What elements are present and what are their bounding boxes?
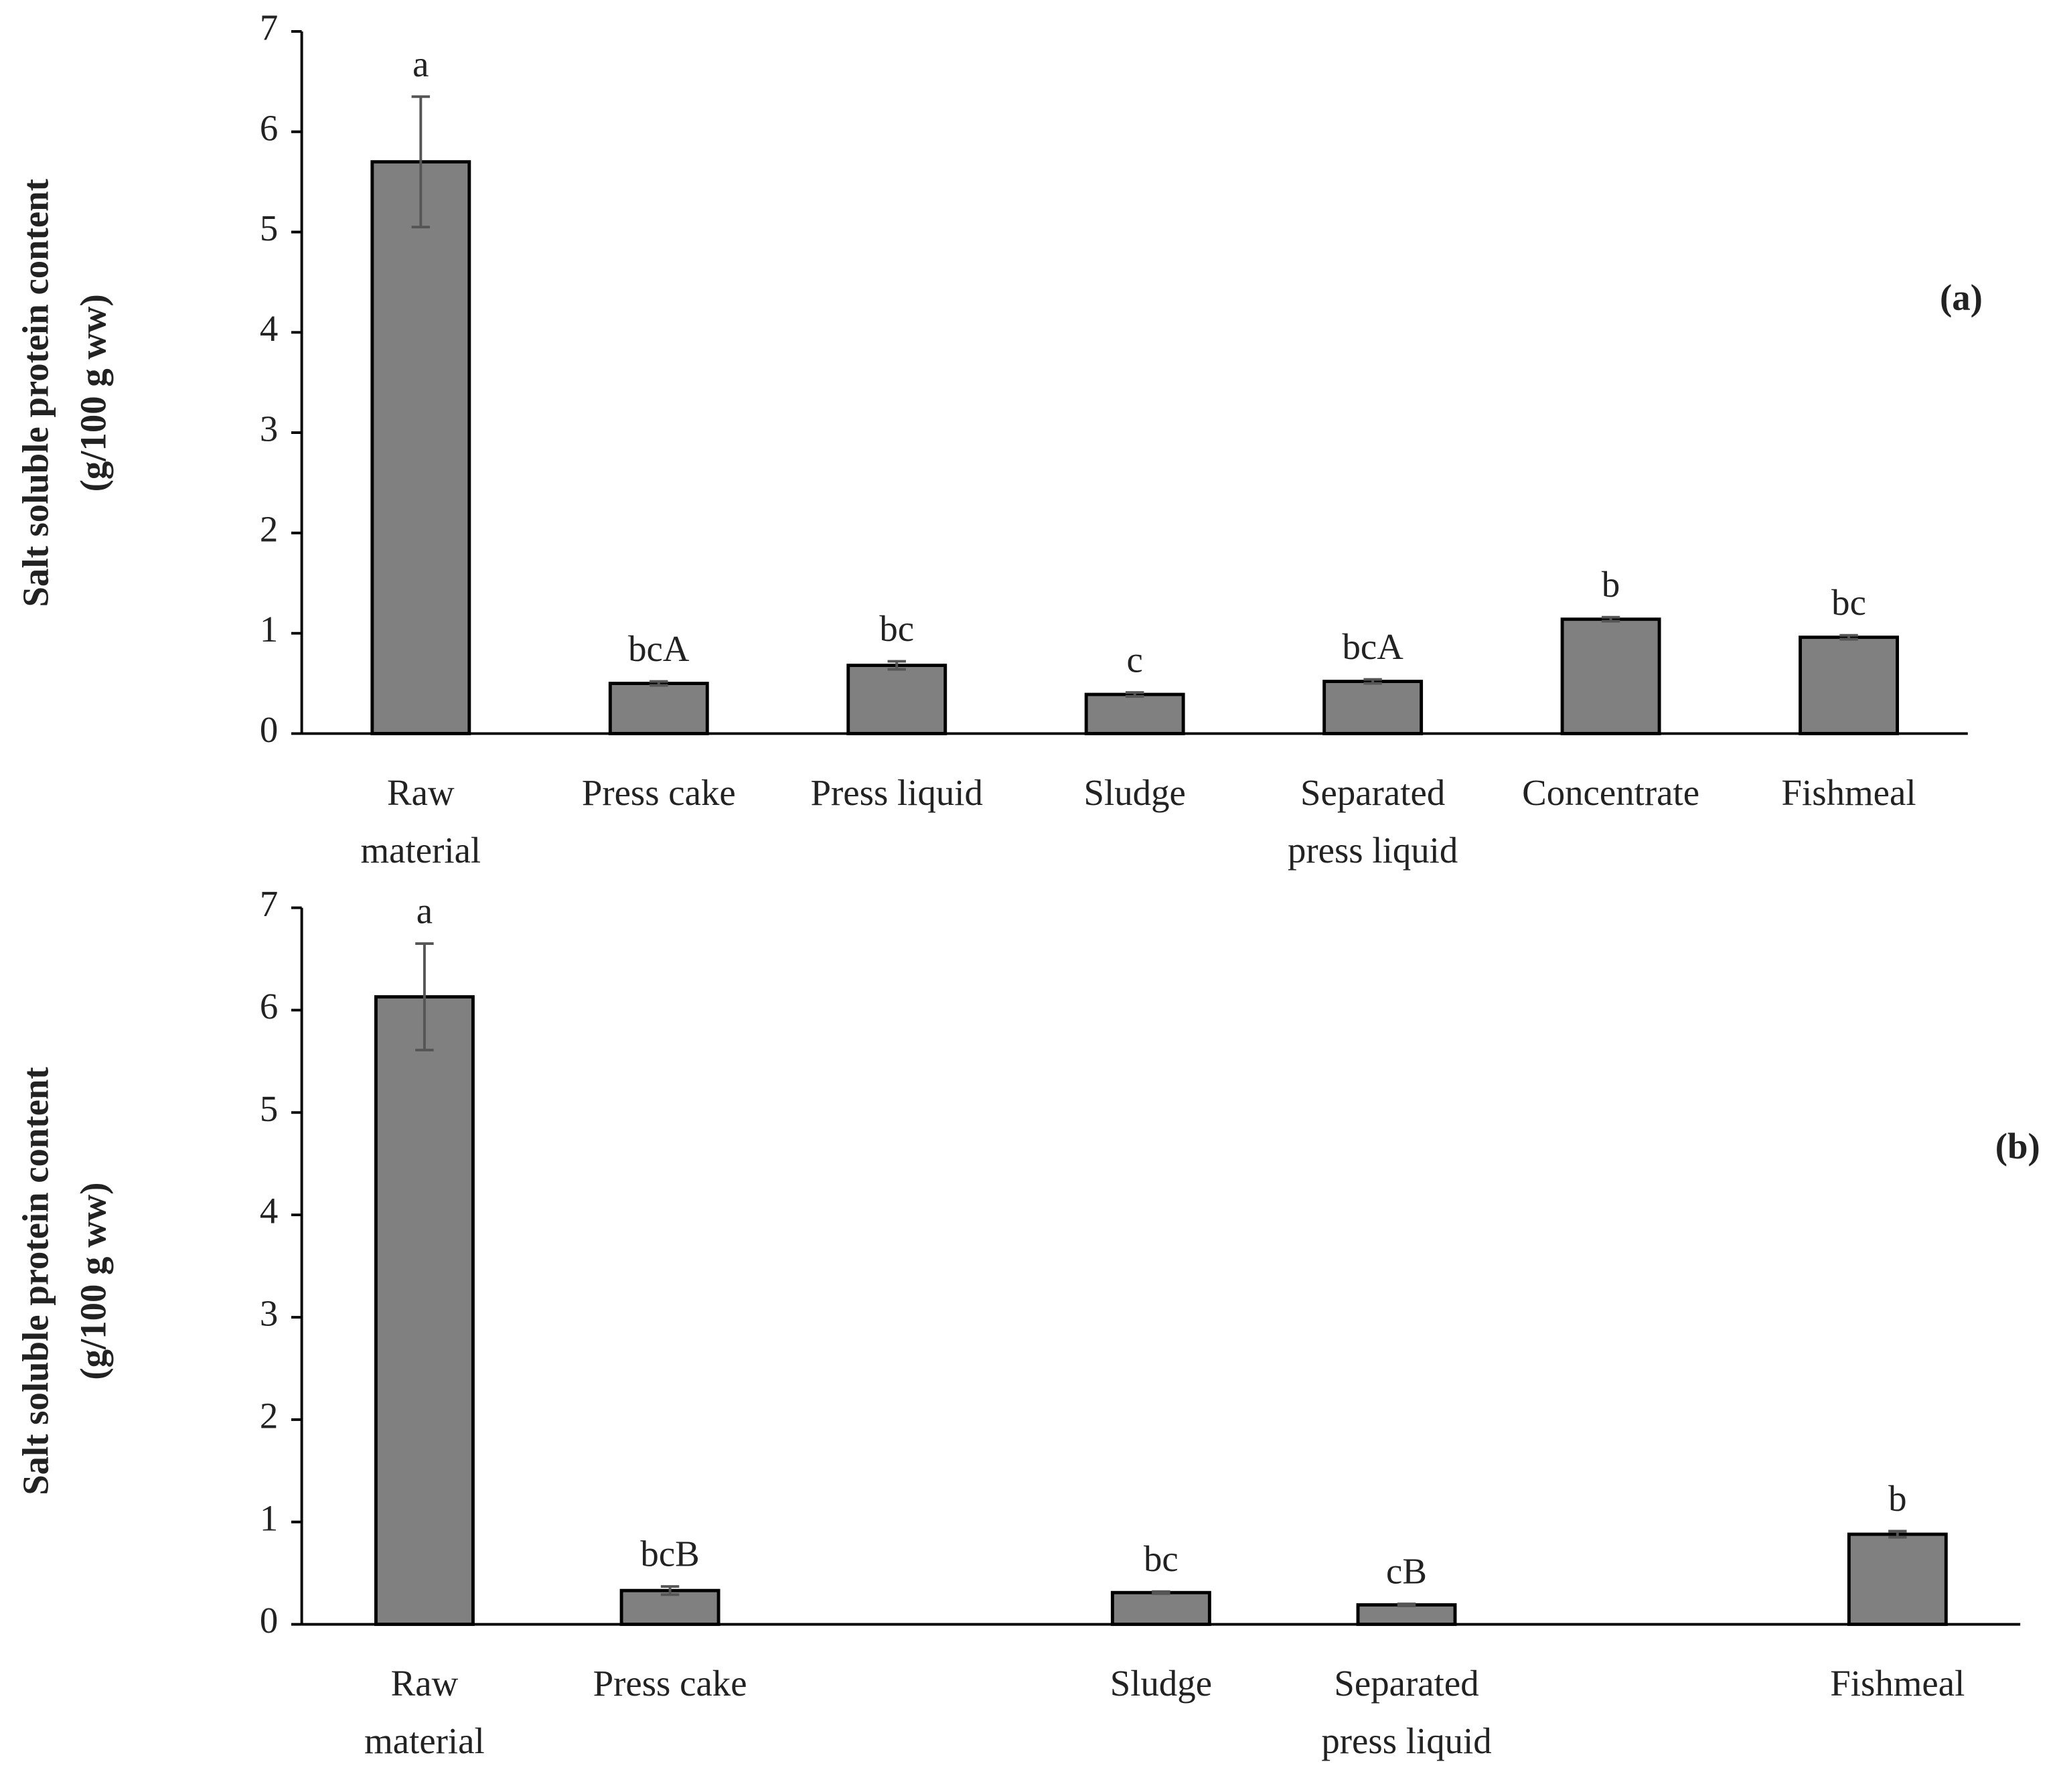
y-axis-label-line: (g/100 g ww) [73,294,114,492]
x-tick-label: Concentrate [1522,772,1699,813]
x-tick-label: Separated [1300,772,1445,813]
x-tick-label: press liquid [1288,830,1458,871]
bar [846,664,947,735]
y-axis-label-line: (g/100 g ww) [73,1183,114,1380]
bar [1847,1532,1948,1627]
x-tick-label: Press cake [593,1663,747,1704]
x-tick-label: Press liquid [811,772,983,813]
bar [1799,636,1899,735]
y-axis-label: Salt soluble protein content (g/100 g ww) [15,179,113,607]
bar [608,682,709,735]
x-tick-label: material [364,1720,485,1761]
significance-letter: bc [1831,582,1866,623]
y-tick-label: 7 [260,7,278,48]
bar [1084,692,1185,735]
significance-letter: a [416,891,433,931]
y-tick-label: 2 [260,1396,278,1436]
y-tick-label: 4 [260,1191,278,1231]
y-tick-label: 6 [260,107,278,148]
y-tick-label: 0 [260,709,278,750]
significance-letter: c [1127,640,1143,680]
significance-letter: b [1888,1478,1906,1519]
x-tick-label: Sludge [1110,1663,1212,1704]
bar [1110,1590,1211,1627]
x-tick-label: material [361,830,481,871]
y-tick-label: 6 [260,986,278,1027]
y-tick-label: 5 [260,208,278,248]
y-tick-label: 0 [260,1600,278,1641]
bar [1560,617,1661,735]
bar [1322,680,1424,735]
bar [374,995,475,1627]
panel-label: (b) [1995,1126,2040,1167]
x-tick-label: Raw [391,1663,459,1704]
significance-letter: b [1602,564,1620,605]
bar [1356,1603,1457,1627]
y-axis-label: Salt soluble protein content (g/100 g ww) [15,1067,113,1495]
significance-letter: bcA [1342,626,1403,667]
x-tick-label: Raw [387,772,455,813]
x-tick-label: Fishmeal [1782,772,1916,813]
y-tick-label: 1 [260,1497,278,1538]
panel-label: (a) [1940,277,1983,318]
bar [619,1588,720,1627]
y-tick-label: 1 [260,609,278,650]
significance-letter: bc [1144,1538,1178,1579]
significance-letter: bcB [640,1534,699,1574]
significance-letter: cB [1386,1551,1427,1592]
x-tick-label: press liquid [1321,1720,1491,1761]
y-tick-label: 4 [260,308,278,349]
y-tick-label: 5 [260,1088,278,1129]
x-tick-label: Sludge [1084,772,1186,813]
significance-letter: bcA [628,628,690,669]
y-axis-label-line: Salt soluble protein content [15,1067,56,1495]
y-tick-label: 3 [260,408,278,449]
significance-letter: a [412,44,429,84]
x-tick-label: Fishmeal [1830,1663,1965,1704]
x-tick-label: Separated [1334,1663,1478,1704]
x-tick-label: Press cake [582,772,736,813]
y-tick-label: 2 [260,508,278,549]
y-tick-label: 3 [260,1293,278,1334]
bar [370,160,471,735]
y-tick-label: 7 [260,883,278,924]
y-axis-label-line: Salt soluble protein content [15,179,56,607]
significance-letter: bc [879,608,914,649]
